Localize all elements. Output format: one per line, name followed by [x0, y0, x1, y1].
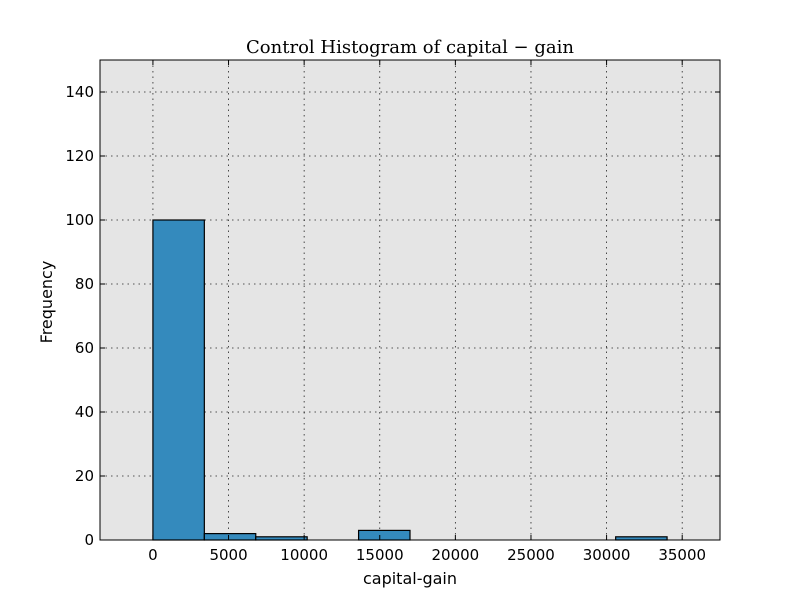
x-tick-label: 5000 — [209, 546, 247, 564]
x-tick-label: 30000 — [583, 546, 631, 564]
chart-title: Control Histogram of capital − gain — [246, 37, 574, 58]
y-tick-label: 60 — [75, 339, 94, 357]
plot-frame — [99, 59, 721, 541]
y-tick-labels: 0 20 40 60 80 100 120 140 — [65, 83, 94, 549]
histogram-bar — [152, 219, 205, 541]
y-axis-label: Frequency — [37, 261, 56, 344]
histogram-bar — [203, 532, 257, 541]
y-tick-label: 140 — [65, 83, 94, 101]
x-tick-label: 0 — [148, 546, 158, 564]
x-tick-label: 35000 — [658, 546, 706, 564]
x-axis-label: capital-gain — [363, 569, 457, 588]
x-tick-labels: 0 5000 10000 15000 20000 25000 30000 35000 — [148, 546, 706, 564]
histogram-bar — [357, 529, 411, 541]
x-tick-label: 20000 — [432, 546, 480, 564]
y-tick-label: 20 — [75, 467, 94, 485]
y-tick-label: 0 — [84, 531, 94, 549]
y-tick-label: 120 — [65, 147, 94, 165]
y-tick-label: 80 — [75, 275, 94, 293]
x-tick-label: 25000 — [507, 546, 555, 564]
y-tick-label: 100 — [65, 211, 94, 229]
axis-ticks — [100, 60, 720, 541]
x-tick-label: 10000 — [280, 546, 328, 564]
y-tick-label: 40 — [75, 403, 94, 421]
x-tick-label: 15000 — [356, 546, 404, 564]
